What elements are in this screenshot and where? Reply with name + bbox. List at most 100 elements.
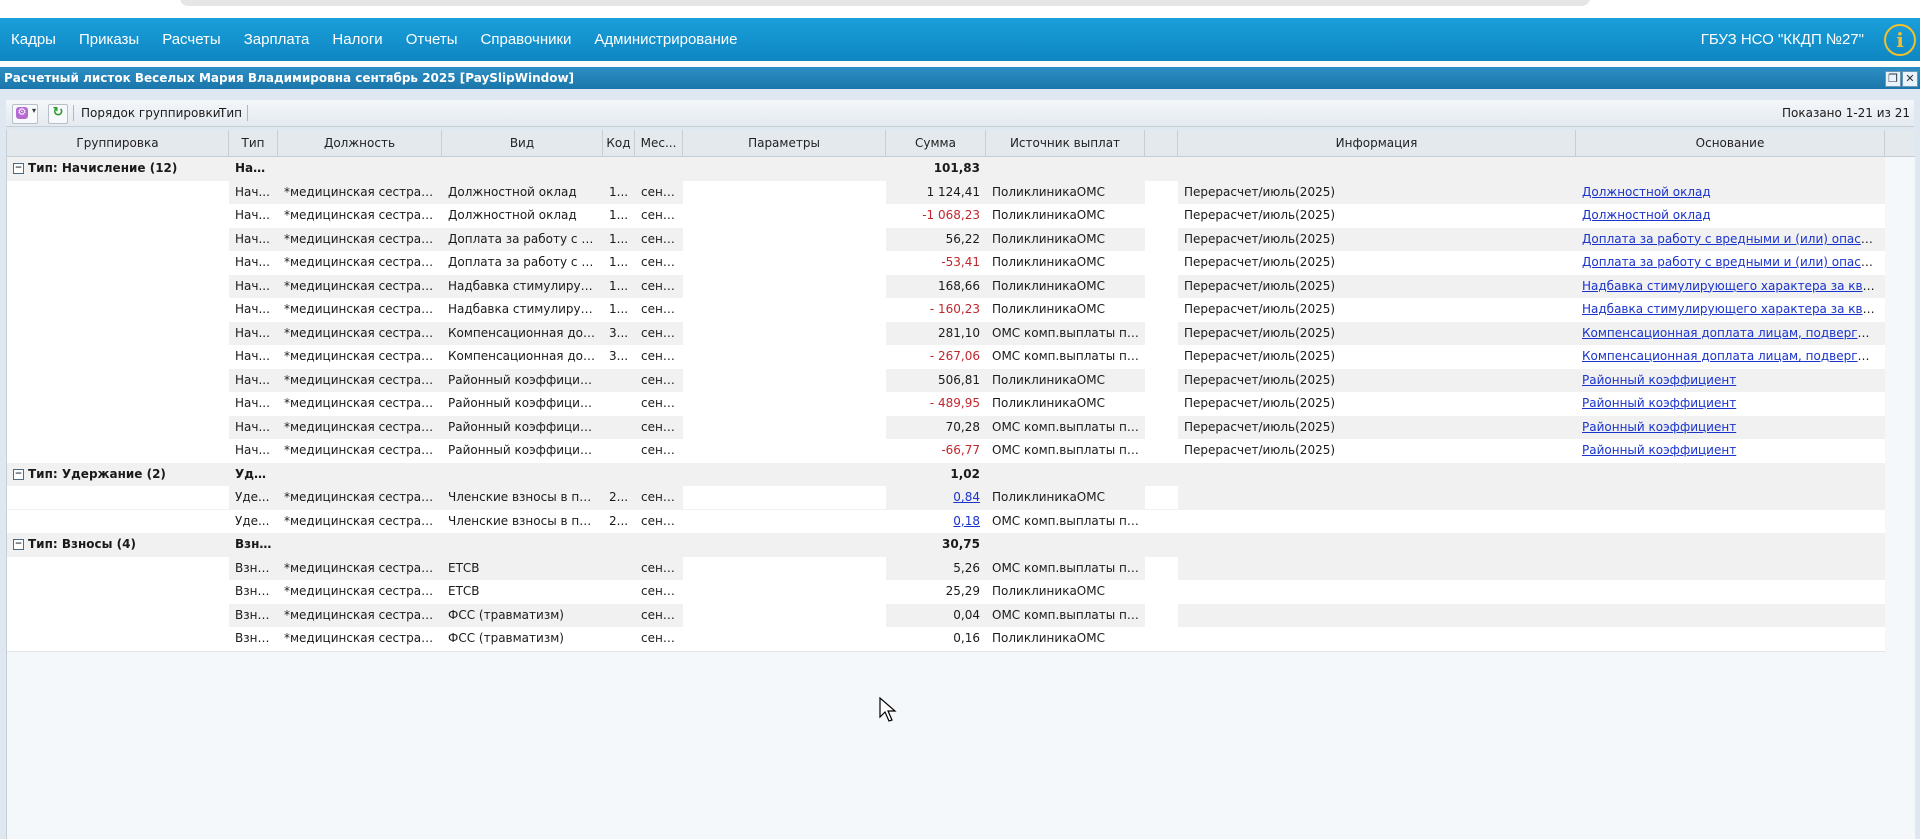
group-title[interactable]: − Тип: Начисление (12): [7, 157, 229, 180]
table-row[interactable]: Нач... *медицинская сестра у... Надбавка с…: [7, 274, 1885, 299]
group-row[interactable]: − Тип: Взносы (4) Взн... 30,75: [7, 533, 1885, 558]
basis-link[interactable]: Районный коэффициент: [1582, 396, 1737, 410]
table-row[interactable]: Уде... *медицинская сестра у... Членские в…: [7, 486, 1885, 511]
cell-type: Нач...: [235, 419, 270, 434]
table-row[interactable]: Нач... *медицинская сестра у... Районный к…: [7, 392, 1885, 417]
header-col-info[interactable]: Информация: [1178, 130, 1576, 156]
nav-item[interactable]: Кадры: [11, 31, 56, 48]
settings-menu-button[interactable]: ⚙ ▾: [12, 104, 38, 124]
cell-blank: [1145, 580, 1178, 603]
group-title[interactable]: − Тип: Удержание (2): [7, 463, 229, 486]
cell-params: [683, 415, 886, 439]
header-col-code[interactable]: Код: [603, 130, 635, 156]
cell-position: *медицинская сестра у...: [284, 278, 442, 293]
collapse-icon[interactable]: −: [13, 163, 24, 174]
nav-item[interactable]: Расчеты: [162, 31, 221, 48]
table-row[interactable]: Нач... *медицинская сестра у... Должностно…: [7, 204, 1885, 229]
basis-link[interactable]: Доплата за работу с вредными и (или) опа…: [1582, 255, 1885, 269]
header-col-source[interactable]: Источник выплат: [986, 130, 1145, 156]
close-icon[interactable]: ✕: [1902, 71, 1918, 87]
nav-item[interactable]: Зарплата: [243, 31, 310, 48]
table-row[interactable]: Нач... *медицинская сестра у... Должностно…: [7, 180, 1885, 205]
basis-link[interactable]: Компенсационная доплата лицам, подвергши…: [1582, 325, 1885, 340]
group-title[interactable]: − Тип: Взносы (4): [7, 533, 229, 556]
table-row[interactable]: Взно... *медицинская сестра у... ФСС (трав…: [7, 603, 1885, 628]
cell-grouping: [7, 180, 229, 204]
cell-source: ПоликлиникаОМС: [992, 184, 1105, 199]
cell-sum[interactable]: 0,18: [886, 510, 986, 533]
header-col-position[interactable]: Должность: [278, 130, 442, 156]
nav-item[interactable]: Администрирование: [594, 31, 738, 48]
restore-icon[interactable]: ❐: [1885, 71, 1901, 87]
header-col-sum[interactable]: Сумма: [886, 130, 986, 156]
cell-sum[interactable]: 0,84: [886, 486, 986, 509]
cell-month: сент...: [641, 396, 682, 410]
nav-item[interactable]: Приказы: [78, 31, 140, 48]
basis-link[interactable]: Районный коэффициент: [1582, 443, 1737, 457]
cell-source: ОМС комп.выплаты по ...: [992, 513, 1145, 528]
table-row[interactable]: Взно... *медицинская сестра у... ЕТСВ сент.…: [7, 580, 1885, 605]
cell-code: 1...: [609, 208, 629, 222]
collapse-icon[interactable]: −: [13, 539, 24, 550]
group-row[interactable]: − Тип: Начисление (12) Нач... 101,83: [7, 157, 1885, 182]
cell-kind: ЕТСВ: [448, 560, 480, 575]
table-row[interactable]: Уде... *медицинская сестра у... Членские в…: [7, 509, 1885, 534]
basis-link[interactable]: Надбавка стимулирующего характера за ква…: [1582, 278, 1885, 293]
table-row[interactable]: Нач... *медицинская сестра у... Районный к…: [7, 439, 1885, 464]
basis-link[interactable]: Районный коэффициент: [1582, 419, 1737, 434]
cell-basis: Районный коэффициент: [1576, 439, 1885, 462]
basis-link[interactable]: Компенсационная доплата лицам, подвергши…: [1582, 349, 1885, 363]
header-col-basis[interactable]: Основание: [1576, 130, 1885, 156]
table-row[interactable]: Взно... *медицинская сестра у... ЕТСВ сент.…: [7, 556, 1885, 581]
basis-link[interactable]: Доплата за работу с вредными и (или) опа…: [1582, 231, 1885, 246]
nav-item[interactable]: Отчеты: [405, 31, 458, 48]
cell-info: Перерасчет/июль(2025): [1184, 396, 1336, 410]
cell-info: [1178, 557, 1576, 580]
payslip-window-titlebar[interactable]: Расчетный листок Веселых Мария Владимиро…: [0, 67, 1920, 89]
header-col-blank[interactable]: [1145, 130, 1178, 156]
header-col-month[interactable]: Мес...: [635, 130, 683, 156]
refresh-button[interactable]: ↻: [48, 104, 68, 124]
table-row[interactable]: Нач... *медицинская сестра у... Районный к…: [7, 415, 1885, 440]
cell-blank: [1145, 345, 1178, 368]
group-sum: 101,83: [933, 161, 980, 175]
grouping-order-value[interactable]: Тип: [219, 106, 242, 120]
header-col-grouping[interactable]: Группировка: [7, 130, 229, 156]
cell-sum: 56,22: [945, 231, 980, 246]
cell-sum: 0,16: [953, 631, 980, 645]
sum-link[interactable]: 0,18: [953, 513, 980, 528]
table-row[interactable]: Нач... *медицинская сестра у... Доплата за…: [7, 251, 1885, 276]
cell-basis: Районный коэффициент: [1576, 416, 1885, 439]
table-row[interactable]: Нач... *медицинская сестра у... Компенсаци…: [7, 345, 1885, 370]
cell-basis: Доплата за работу с вредными и (или) опа…: [1576, 251, 1885, 274]
table-row[interactable]: Нач... *медицинская сестра у... Надбавка с…: [7, 298, 1885, 323]
table-row[interactable]: Взно... *медицинская сестра у... ФСС (трав…: [7, 627, 1885, 652]
basis-link[interactable]: Надбавка стимулирующего характера за ква…: [1582, 302, 1885, 316]
cell-code: [603, 627, 635, 650]
cell-info: Перерасчет/июль(2025): [1184, 443, 1336, 457]
cell-info: Перерасчет/июль(2025): [1184, 278, 1336, 293]
cell-kind: Должностной оклад: [448, 208, 577, 222]
cell-info: Перерасчет/июль(2025): [1184, 372, 1336, 387]
header-col-params[interactable]: Параметры: [683, 130, 886, 156]
group-row[interactable]: − Тип: Удержание (2) Уде... 1,02: [7, 462, 1885, 487]
table-row[interactable]: Нач... *медицинская сестра у... Компенсаци…: [7, 321, 1885, 346]
header-col-type[interactable]: Тип: [229, 130, 278, 156]
table-row[interactable]: Нач... *медицинская сестра у... Районный к…: [7, 368, 1885, 393]
cell-basis: [1576, 557, 1885, 580]
basis-link[interactable]: Должностной оклад: [1582, 208, 1711, 222]
header-col-kind[interactable]: Вид: [442, 130, 603, 156]
window-title: Расчетный листок Веселых Мария Владимиро…: [4, 71, 575, 85]
sum-link[interactable]: 0,84: [953, 490, 980, 504]
collapse-icon[interactable]: −: [13, 468, 24, 480]
cell-month: сент...: [641, 631, 682, 645]
nav-item[interactable]: Налоги: [332, 31, 383, 48]
basis-link[interactable]: Должностной оклад: [1582, 184, 1711, 199]
cell-code: 2...: [609, 513, 629, 528]
info-icon[interactable]: i: [1884, 24, 1916, 56]
cell-params: [683, 603, 886, 627]
basis-link[interactable]: Районный коэффициент: [1582, 372, 1737, 387]
grid-header: Группировка Тип Должность Вид Код Мес... Парам…: [7, 130, 1915, 157]
nav-item[interactable]: Справочники: [480, 31, 572, 48]
table-row[interactable]: Нач... *медицинская сестра у... Доплата за…: [7, 227, 1885, 252]
